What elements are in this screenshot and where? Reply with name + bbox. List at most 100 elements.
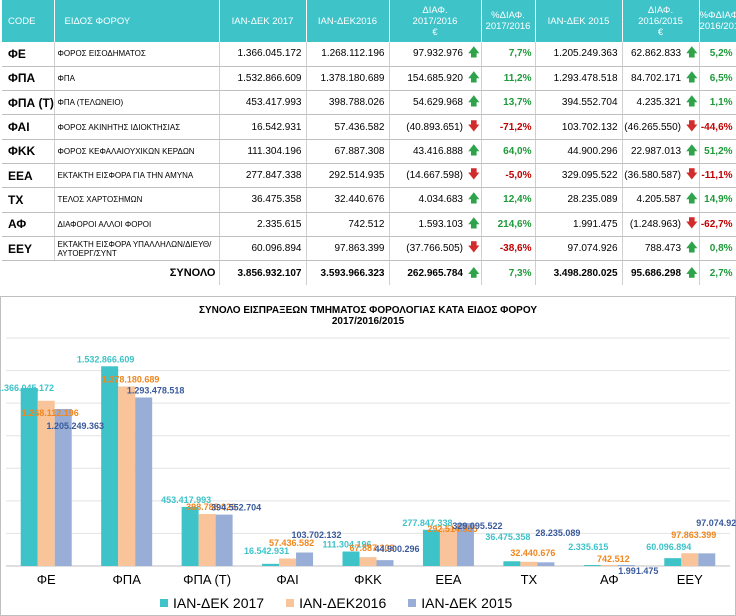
cell-arrow-2017-2016: 🡇 bbox=[467, 236, 482, 262]
arrow-up-icon: 🡅 bbox=[685, 240, 698, 255]
cell-arrow-2016-2015: 🡅 bbox=[685, 236, 700, 262]
table-row: ΕΕΑ ΕΚΤΑΚΤΗ ΕΙΣΦΟΡΑ ΓΙΑ ΤΗΝ ΑΜΥΝΑ 277.847.… bbox=[2, 163, 736, 189]
cell-pct-2017-2016: -38,6% bbox=[481, 236, 536, 262]
cell-pct-2017-2016: 214,6% bbox=[481, 212, 536, 237]
cell-diff-2017-2016: 154.685.920 bbox=[389, 66, 467, 92]
cell-code: ΤΧ bbox=[2, 187, 55, 213]
cell-2015: 1.293.478.518 bbox=[535, 66, 623, 92]
data-label-0-7: 2.335.615 bbox=[568, 542, 608, 552]
cell-2015: 103.702.132 bbox=[535, 114, 623, 140]
data-label-2-5: 329.095.522 bbox=[452, 521, 502, 531]
cell-arrow-2016-2015: 🡅 bbox=[685, 66, 700, 92]
arrow-up-icon: 🡅 bbox=[467, 94, 480, 109]
legend-label: ΙΑΝ-ΔΕΚ 2015 bbox=[421, 595, 513, 611]
arrow-up-icon: 🡅 bbox=[685, 94, 698, 109]
table-row: ΦΠΑ ΦΠΑ 1.532.866.609 1.378.180.689 154.685.… bbox=[2, 66, 736, 92]
total-pct-2017-2016: 7,3% bbox=[481, 260, 536, 285]
bar-0-1 bbox=[101, 366, 119, 566]
data-label-0-6: 36.475.358 bbox=[485, 532, 530, 542]
arrow-up-icon: 🡅 bbox=[467, 191, 480, 206]
header-diff-2016-2015-line3: € bbox=[657, 26, 664, 38]
data-label-2-3: 103.702.132 bbox=[292, 530, 342, 540]
cell-code: ΦΠΑ bbox=[2, 66, 55, 92]
bar-2-5 bbox=[456, 523, 474, 566]
cell-arrow-2016-2015: 🡇 bbox=[685, 163, 700, 189]
cell-code: ΑΦ bbox=[2, 212, 55, 237]
bar-1-7 bbox=[600, 565, 618, 566]
cell-2017: 1.532.866.609 bbox=[219, 66, 307, 92]
cell-2017: 36.475.358 bbox=[219, 187, 307, 213]
bar-0-6 bbox=[503, 561, 521, 566]
cell-diff-2016-2015: (1.248.963) bbox=[622, 212, 686, 237]
cell-pct-2017-2016: 64,0% bbox=[481, 139, 536, 164]
cell-name: ΦΠΑ (ΤΕΛΩΝΕΙΟ) bbox=[54, 90, 220, 116]
data-label-0-1: 1.532.866.609 bbox=[77, 354, 135, 364]
arrow-up-icon: 🡅 bbox=[685, 45, 698, 60]
bar-0-4 bbox=[342, 551, 360, 566]
category-label: ΦΕ bbox=[37, 572, 56, 587]
bar-0-7 bbox=[583, 565, 601, 566]
data-label-2-8: 97.074.926 bbox=[696, 518, 736, 528]
cell-arrow-2016-2015: 🡅 bbox=[685, 187, 700, 213]
legend-item: ΙΑΝ-ΔΕΚ 2017 bbox=[160, 595, 264, 611]
category-label: ΤΧ bbox=[521, 572, 538, 587]
bar-2-7 bbox=[617, 565, 635, 566]
total-2016: 3.593.966.323 bbox=[306, 260, 390, 285]
header-pct-2017-2016-line1: %ΔΙΑΦ. bbox=[491, 10, 525, 21]
data-label-2-4: 44.900.296 bbox=[374, 544, 419, 554]
bar-1-0 bbox=[37, 400, 55, 566]
data-label-0-2: 453.417.993 bbox=[161, 495, 211, 505]
cell-code: ΦΠΑ (Τ) bbox=[2, 90, 55, 116]
cell-2016: 32.440.676 bbox=[306, 187, 390, 213]
cell-arrow-2016-2015: 🡇 bbox=[685, 212, 700, 237]
arrow-up-icon: 🡅 bbox=[468, 266, 480, 279]
cell-2017: 111.304.196 bbox=[219, 139, 307, 164]
header-name: ΕΙΔΟΣ ΦΟΡΟΥ bbox=[54, 0, 220, 42]
header-pct-2016-2015-line2: 2016/2015 bbox=[699, 21, 736, 32]
bar-1-5 bbox=[439, 527, 457, 566]
cell-code: ΦΚΚ bbox=[2, 139, 55, 164]
legend-swatch bbox=[408, 599, 417, 607]
bar-0-2 bbox=[181, 506, 199, 566]
cell-2016: 1.268.112.196 bbox=[306, 42, 390, 67]
category-label: ΦΑΙ bbox=[276, 572, 298, 587]
category-label: ΦΠΑ (Τ) bbox=[183, 572, 231, 587]
category-label: ΕΕΥ bbox=[677, 572, 703, 587]
cell-pct-2016-2015: 14,9% bbox=[699, 187, 736, 213]
arrow-down-icon: 🡇 bbox=[467, 240, 480, 255]
cell-diff-2016-2015: 62.862.833 bbox=[622, 42, 686, 67]
cell-2017: 2.335.615 bbox=[219, 212, 307, 237]
cell-pct-2017-2016: 11,2% bbox=[481, 66, 536, 92]
data-label-1-7: 742.512 bbox=[597, 554, 630, 564]
cell-2016: 57.436.582 bbox=[306, 114, 390, 140]
cell-2017: 16.542.931 bbox=[219, 114, 307, 140]
table-row: ΦΕ ΦΟΡΟΣ ΕΙΣΟΔΗΜΑΤΟΣ 1.366.045.172 1.268.11… bbox=[2, 42, 736, 67]
header-diff-2016-2015-line1: ΔΙΑΦ. bbox=[647, 4, 674, 16]
table-row: ΦΚΚ ΦΟΡΟΣ ΚΕΦΑΛΑΙΟΥΧΙΚΩΝ ΚΕΡΔΩΝ 111.304.19… bbox=[2, 139, 736, 164]
cell-diff-2016-2015: 22.987.013 bbox=[622, 139, 686, 164]
total-2017: 3.856.932.107 bbox=[219, 260, 307, 285]
cell-pct-2017-2016: 13,7% bbox=[481, 90, 536, 116]
cell-2015: 329.095.522 bbox=[535, 163, 623, 189]
bar-2-4 bbox=[376, 560, 394, 566]
chart-title-line1: ΣΥΝΟΛΟ ΕΙΣΠΡΑΞΕΩΝ ΤΜΗΜΑΤΟΣ ΦΟΡΟΛΟΓΙΑΣ ΚΑ… bbox=[198, 305, 538, 316]
data-label-1-2: 398.788.026 bbox=[186, 502, 236, 512]
bar-0-8 bbox=[664, 558, 682, 566]
data-label-2-2: 394.552.704 bbox=[211, 503, 261, 513]
bar-0-5 bbox=[422, 529, 440, 566]
cell-2017: 60.096.894 bbox=[219, 236, 307, 262]
bar-2-3 bbox=[296, 552, 314, 566]
cell-arrow-2017-2016: 🡅 bbox=[467, 187, 482, 213]
cell-2015: 44.900.296 bbox=[535, 139, 623, 164]
cell-pct-2017-2016: 12,4% bbox=[481, 187, 536, 213]
legend-label: ΙΑΝ-ΔΕΚ 2017 bbox=[173, 595, 265, 611]
header-diff-2017-2016-line1: ΔΙΑΦ. bbox=[422, 4, 448, 16]
total-diff-2016-2015: 95.686.298 bbox=[630, 267, 682, 279]
bar-2-2 bbox=[215, 514, 233, 566]
table-body: ΦΕ ΦΟΡΟΣ ΕΙΣΟΔΗΜΑΤΟΣ 1.366.045.172 1.268.11… bbox=[2, 42, 736, 285]
header-diff-2016-2015-line2: 2016/2015 bbox=[638, 15, 683, 27]
arrow-down-icon: 🡇 bbox=[685, 215, 698, 230]
arrow-up-icon: 🡅 bbox=[467, 142, 480, 157]
arrow-down-icon: 🡇 bbox=[467, 167, 480, 182]
